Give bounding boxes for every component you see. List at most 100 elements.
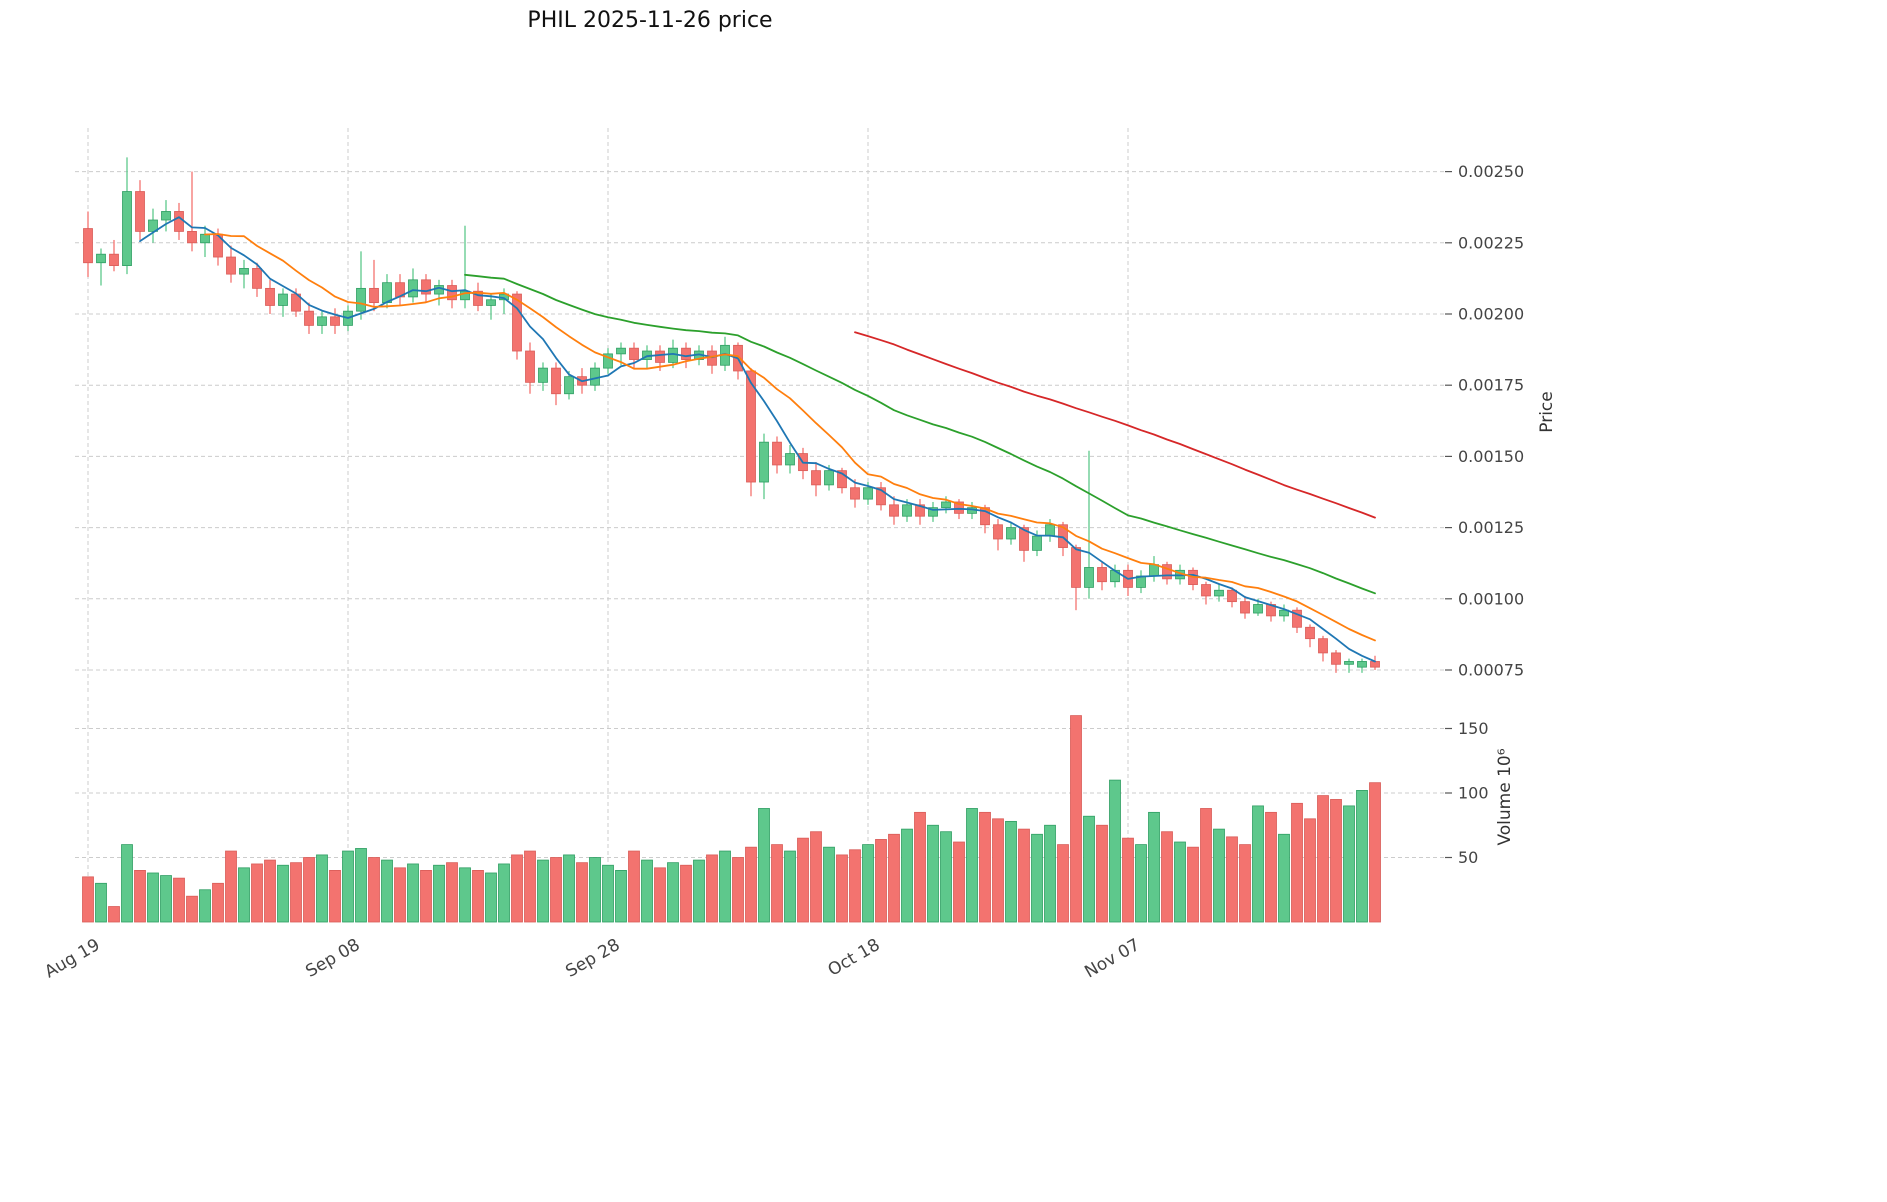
candle-body bbox=[1162, 564, 1172, 580]
candle-body bbox=[850, 487, 860, 500]
price-tick-label: 0.00100 bbox=[1458, 589, 1524, 608]
candle-body bbox=[447, 285, 457, 301]
volume-bar bbox=[615, 870, 627, 923]
volume-bar bbox=[1057, 844, 1069, 923]
candle-body bbox=[382, 282, 392, 304]
volume-bar bbox=[602, 864, 614, 923]
candle-body bbox=[96, 253, 106, 264]
candle-body bbox=[616, 347, 626, 355]
ma-line-ma30 bbox=[464, 273, 1376, 595]
volume-bar bbox=[901, 828, 913, 923]
candle-body bbox=[1214, 589, 1224, 597]
volume-bar bbox=[797, 837, 809, 923]
volume-bar bbox=[1330, 799, 1342, 923]
candle-body bbox=[83, 228, 93, 264]
volume-bar bbox=[1083, 815, 1095, 923]
candle-body bbox=[1279, 609, 1289, 617]
volume-bar bbox=[134, 870, 146, 923]
date-tick-label: Aug 19 bbox=[41, 935, 103, 982]
volume-bar bbox=[1369, 782, 1381, 923]
volume-bar bbox=[550, 857, 562, 923]
candle-body bbox=[837, 470, 847, 489]
volume-bar bbox=[849, 849, 861, 923]
candle-body bbox=[928, 507, 938, 517]
volume-bar bbox=[979, 811, 991, 923]
volume-bar bbox=[966, 808, 978, 923]
candle-body bbox=[915, 504, 925, 517]
candle-body bbox=[551, 367, 561, 395]
candle-body bbox=[135, 191, 145, 232]
candle-body bbox=[564, 376, 574, 395]
volume-bar bbox=[706, 854, 718, 923]
volume-bar bbox=[589, 857, 601, 923]
candle-body bbox=[811, 470, 821, 486]
gridlines bbox=[75, 128, 1445, 922]
volume-bars bbox=[82, 715, 1381, 923]
candle-body bbox=[1253, 604, 1263, 614]
volume-bar bbox=[1135, 844, 1147, 923]
volume-bar bbox=[1317, 795, 1329, 923]
ma-line-ma5 bbox=[139, 216, 1376, 663]
candle-body bbox=[1149, 564, 1159, 577]
plot-area: 0.00075 0.00100 0.00125 0.00150 0.00175 0.002… bbox=[41, 128, 1524, 982]
volume-bar bbox=[771, 844, 783, 923]
volume-bar bbox=[888, 833, 900, 923]
volume-bar bbox=[1031, 833, 1043, 923]
candle-body bbox=[473, 290, 483, 306]
price-tick-label: 0.00175 bbox=[1458, 376, 1524, 395]
volume-bar bbox=[927, 824, 939, 923]
volume-bar bbox=[485, 872, 497, 923]
volume-bar bbox=[1018, 828, 1030, 923]
volume-bar bbox=[238, 867, 250, 923]
volume-bar bbox=[1200, 808, 1212, 923]
candle-body bbox=[889, 504, 899, 517]
volume-bar bbox=[212, 882, 224, 923]
candle-body bbox=[941, 501, 951, 509]
candle-body bbox=[1318, 638, 1328, 654]
volume-bar bbox=[472, 870, 484, 923]
volume-bar bbox=[1239, 844, 1251, 923]
volume-bar bbox=[1278, 833, 1290, 923]
volume-bar bbox=[1187, 846, 1199, 923]
ma-line-ma10 bbox=[204, 233, 1376, 642]
volume-tick-label: 100 bbox=[1458, 784, 1489, 803]
date-tick-label: Sep 08 bbox=[302, 935, 363, 982]
volume-bar bbox=[498, 863, 510, 923]
volume-bar bbox=[654, 867, 666, 923]
date-tick-label: Oct 18 bbox=[825, 935, 884, 981]
volume-bar bbox=[420, 870, 432, 923]
volume-bar bbox=[1343, 805, 1355, 923]
volume-bar bbox=[381, 859, 393, 923]
volume-axis-title: Volume 10⁶ bbox=[1495, 748, 1515, 845]
volume-bar bbox=[394, 867, 406, 923]
date-tick-label: Sep 28 bbox=[562, 935, 623, 982]
candle-body bbox=[460, 290, 470, 301]
volume-bar bbox=[1005, 820, 1017, 923]
candle-body bbox=[603, 353, 613, 369]
volume-bar bbox=[173, 877, 185, 923]
volume-bar bbox=[108, 906, 120, 923]
candle-body bbox=[174, 211, 184, 232]
volume-bar bbox=[1356, 790, 1368, 923]
candle-body bbox=[876, 487, 886, 506]
candle-body bbox=[187, 231, 197, 244]
candle-body bbox=[1045, 524, 1055, 537]
candle-body bbox=[590, 367, 600, 386]
volume-bar bbox=[810, 831, 822, 923]
volume-bar bbox=[784, 850, 796, 923]
volume-bar bbox=[368, 857, 380, 923]
candle-body bbox=[655, 350, 665, 363]
volume-bar bbox=[446, 862, 458, 923]
chart-title: PHIL 2025-11-26 price bbox=[527, 8, 772, 33]
volume-bar bbox=[823, 846, 835, 923]
candle-body bbox=[1357, 661, 1367, 668]
candle-body bbox=[512, 293, 522, 352]
candle-body bbox=[148, 219, 158, 232]
volume-bar bbox=[1161, 831, 1173, 923]
date-tick-label: Nov 07 bbox=[1081, 935, 1143, 982]
volume-bar bbox=[407, 863, 419, 923]
volume-bar bbox=[628, 850, 640, 923]
volume-bar bbox=[992, 818, 1004, 923]
volume-bar bbox=[524, 850, 536, 923]
